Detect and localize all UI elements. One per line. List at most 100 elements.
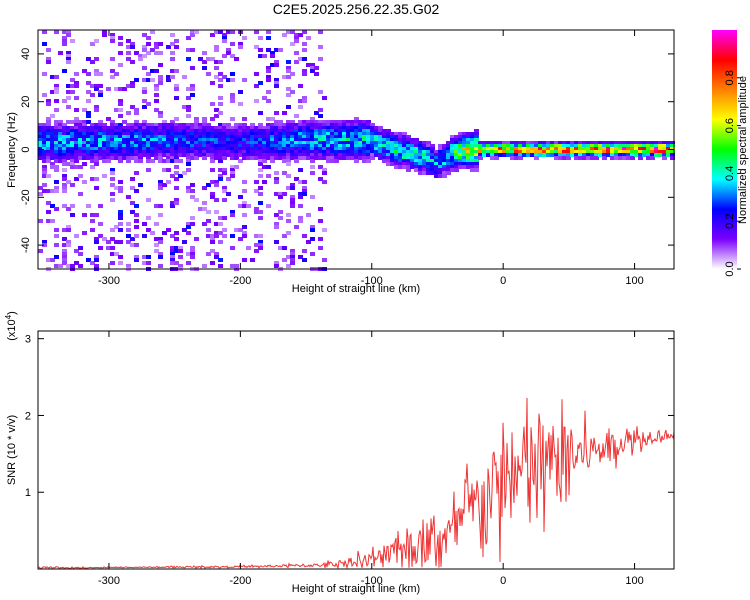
spectrogram-cell xyxy=(90,213,95,217)
spectrogram-cell xyxy=(158,237,163,241)
spectrogram-cell xyxy=(230,54,235,58)
spectrogram-cell xyxy=(318,30,323,34)
spectrogram-cell xyxy=(126,132,131,136)
spectrogram-cell xyxy=(330,147,335,151)
spectrogram-cell xyxy=(294,135,299,139)
spectrogram-cell xyxy=(130,132,135,136)
spectrogram-cell xyxy=(294,129,299,133)
spectrogram-cell xyxy=(502,141,507,145)
spectrogram-cell xyxy=(302,42,307,46)
spectrogram-cell xyxy=(482,141,487,145)
spectrogram-cell xyxy=(302,99,307,103)
spectrogram-cell xyxy=(62,36,67,40)
spectrogram-cell xyxy=(206,252,211,256)
spectrogram-cell xyxy=(78,144,83,148)
spectrogram-cell xyxy=(170,150,175,154)
spectrogram-cell xyxy=(602,150,607,154)
spectrogram-cell xyxy=(198,207,203,211)
spectrogram-cell xyxy=(74,120,79,124)
spectrogram-cell xyxy=(346,144,351,148)
spectrogram-cell xyxy=(154,126,159,130)
spectrogram-cell xyxy=(190,150,195,154)
spectrogram-cell xyxy=(134,129,139,133)
spectrogram-cell xyxy=(170,201,175,205)
spectrogram-cell xyxy=(406,135,411,139)
spectrogram-cell xyxy=(622,156,627,160)
spectrogram-cell xyxy=(94,126,99,130)
spectrogram-cell xyxy=(426,153,431,157)
spectrogram-cell xyxy=(190,183,195,187)
spectrogram-cell xyxy=(446,150,451,154)
spectrogram-cell xyxy=(90,153,95,157)
spectrogram-cell xyxy=(70,138,75,142)
spectrogram-cell xyxy=(594,144,599,148)
spectrogram-cell xyxy=(282,144,287,148)
spectrogram-cell xyxy=(230,138,235,142)
spectrogram-cell xyxy=(74,117,79,121)
spectrogram-cell xyxy=(70,132,75,136)
spectrogram-cell xyxy=(118,186,123,190)
spectrogram-cell xyxy=(98,120,103,124)
spectrogram-cell xyxy=(326,159,331,163)
spectrogram-cell xyxy=(78,129,83,133)
spectrogram-cell xyxy=(114,252,119,256)
spectrogram-cell xyxy=(302,72,307,76)
spectrogram-cell xyxy=(166,147,171,151)
spectrogram-cell xyxy=(90,42,95,46)
spectrogram-cell xyxy=(378,156,383,160)
spectrogram-cell xyxy=(134,147,139,151)
spectrogram-cell xyxy=(450,156,455,160)
spectrogram-cell xyxy=(530,153,535,157)
spectrogram-cell xyxy=(258,186,263,190)
spectrogram-cell xyxy=(218,156,223,160)
spectrogram-cell xyxy=(306,153,311,157)
spectrogram-cell xyxy=(618,153,623,157)
spectrogram-cell xyxy=(470,153,475,157)
spectrogram-cell xyxy=(434,162,439,166)
spectrogram-cell xyxy=(146,261,151,265)
spectrogram-cell xyxy=(54,168,59,172)
spectrogram-cell xyxy=(406,150,411,154)
spectrogram-cell xyxy=(270,51,275,55)
spectrogram-cell xyxy=(586,153,591,157)
spectrogram-cell xyxy=(238,159,243,163)
spectrogram-cell xyxy=(50,90,55,94)
spectrogram-cell xyxy=(294,126,299,130)
spectrogram-cell xyxy=(150,231,155,235)
spectrogram-cell xyxy=(266,75,271,79)
spectrogram-cell xyxy=(158,183,163,187)
spectrogram-cell xyxy=(298,219,303,223)
spectrogram-cell xyxy=(42,135,47,139)
spectrogram-cell xyxy=(186,225,191,229)
spectrogram-cell xyxy=(298,255,303,259)
spectrogram-cell xyxy=(50,135,55,139)
spectrogram-cell xyxy=(94,159,99,163)
spectrogram-cell xyxy=(98,141,103,145)
spectrogram-cell xyxy=(550,141,555,145)
spectrogram-cell xyxy=(470,138,475,142)
spectrogram-cell xyxy=(334,153,339,157)
spectrogram-cell xyxy=(478,147,483,151)
spectrogram-cell xyxy=(222,150,227,154)
colorbar-tick-label: 0.2 xyxy=(724,214,736,229)
spectrogram-cell xyxy=(242,132,247,136)
spectrogram-cell xyxy=(154,87,159,91)
spectrogram-cell xyxy=(514,156,519,160)
spectrogram-cell xyxy=(62,42,67,46)
spectrogram-cell xyxy=(614,156,619,160)
spectrogram-cell xyxy=(334,138,339,142)
spectrogram-cell xyxy=(118,261,123,265)
spectrogram-cell xyxy=(146,156,151,160)
spectrogram-cell xyxy=(470,156,475,160)
spectrogram-cell xyxy=(318,237,323,241)
spectrogram-cell xyxy=(306,147,311,151)
spectrogram-cell xyxy=(278,144,283,148)
spectrogram-cell xyxy=(214,252,219,256)
spectrogram-cell xyxy=(522,147,527,151)
spectrogram-cell xyxy=(186,186,191,190)
spectrogram-cell xyxy=(198,153,203,157)
spectrogram-cell xyxy=(226,48,231,52)
spectrogram-cell xyxy=(130,141,135,145)
spectrogram-cell xyxy=(338,138,343,142)
spectrogram-cell xyxy=(142,261,147,265)
